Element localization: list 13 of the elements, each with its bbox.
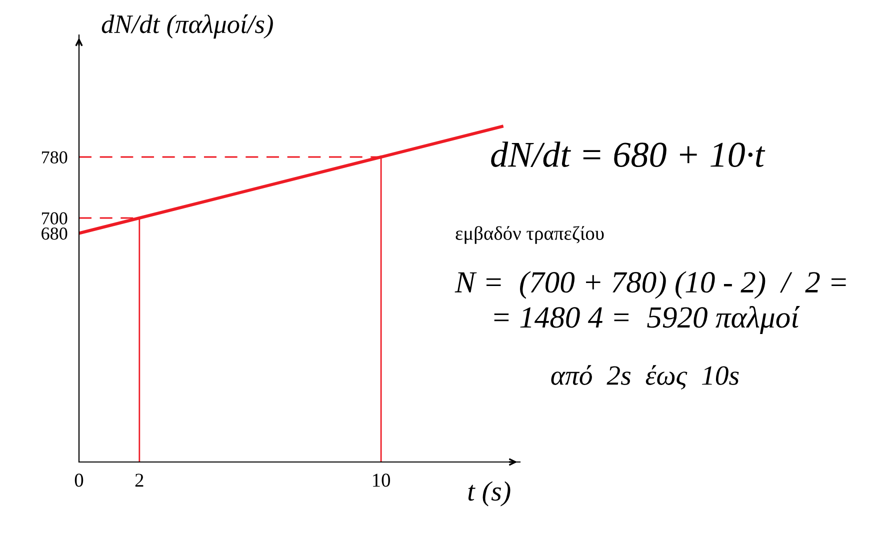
x-tick-label: 0 [74,474,84,487]
x-axis-title: t (s) [468,481,510,506]
y-axis-title: dN/dt (παλμοί/s) [102,14,273,39]
annotation: = 1480 4 = 5920 παλμοί [494,306,800,334]
y-tick-label: 680 [42,228,68,240]
text: από 2s έως 10s [551,365,739,390]
x-tick-label: 2 [135,474,144,487]
annotation: εμβαδόν τραπεζίου [456,226,604,244]
y-tick-label: 700 [42,212,68,224]
y-tick-label: 780 [42,151,68,164]
x-tick-label: 10 [373,474,390,487]
annotation: dN/dt = 680 + 10·t [491,142,766,168]
annotation: N = (700 + 780) (10 - 2) / 2 = [454,271,846,299]
